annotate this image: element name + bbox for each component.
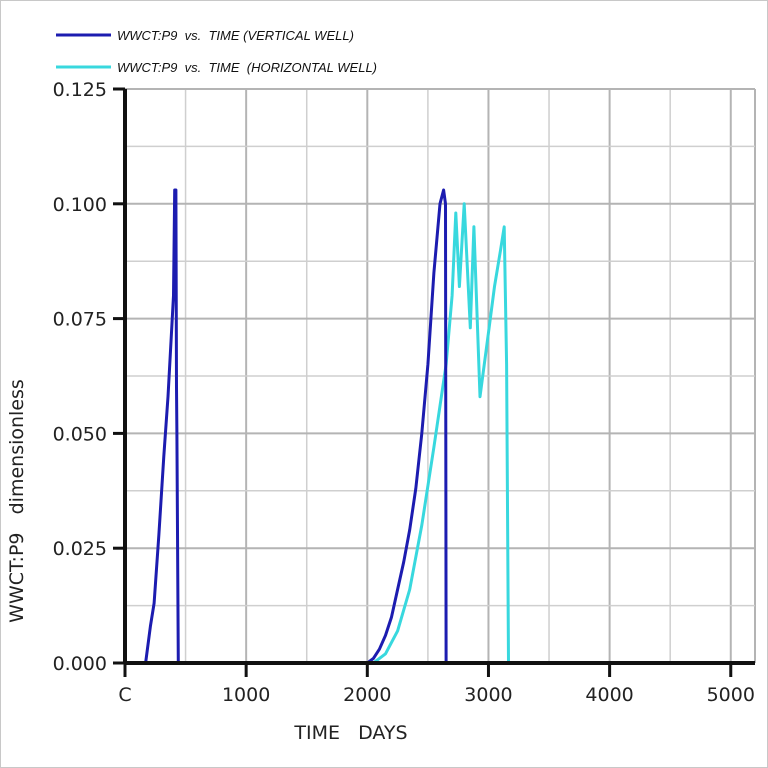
legend: WWCT:P9 vs. TIME (VERTICAL WELL) WWCT:P9… xyxy=(56,28,377,75)
y-tick-label: 0.025 xyxy=(53,538,107,560)
y-tick-label: 0.125 xyxy=(53,79,107,101)
legend-label-horizontal-well: WWCT:P9 vs. TIME (HORIZONTAL WELL) xyxy=(117,60,377,75)
x-tick-label: 1000 xyxy=(222,684,270,706)
tick-labels: 0.000 0.025 0.050 0.075 0.100 0.125 C 1000 2000 3… xyxy=(53,79,755,706)
series-line-horizontal-well xyxy=(125,202,755,665)
x-tick-label: 2000 xyxy=(343,684,391,706)
x-tick-label: 5000 xyxy=(707,684,755,706)
series-layer xyxy=(125,188,755,665)
series-line-vertical-well xyxy=(125,188,755,665)
axes xyxy=(123,89,755,665)
gridlines xyxy=(125,88,756,663)
x-tick-label: C xyxy=(118,684,131,706)
y-tick-label: 0.000 xyxy=(53,653,107,675)
x-tick-label: 4000 xyxy=(585,684,633,706)
y-tick-label: 0.050 xyxy=(53,423,107,445)
y-axis-label: WWCT:P9 dimensionless xyxy=(6,379,28,623)
legend-label-vertical-well: WWCT:P9 vs. TIME (VERTICAL WELL) xyxy=(117,28,354,43)
x-axis-label: TIME DAYS xyxy=(293,722,407,744)
y-tick-label: 0.100 xyxy=(53,194,107,216)
x-tick-label: 3000 xyxy=(464,684,512,706)
y-tick-label: 0.075 xyxy=(53,309,107,331)
